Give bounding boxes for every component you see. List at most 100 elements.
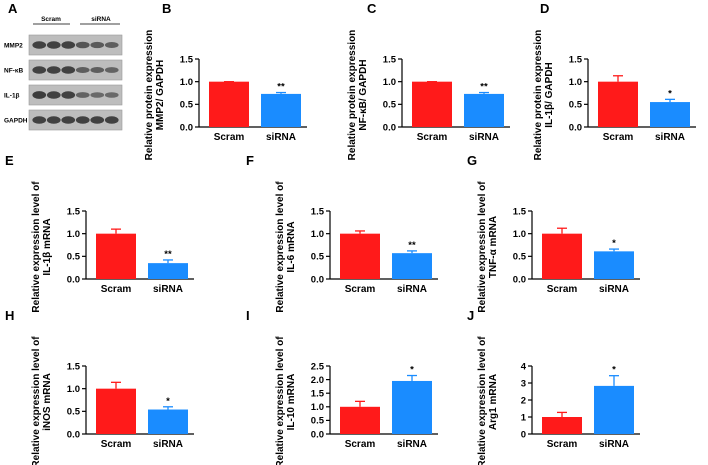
y-tick-label: 1.5 bbox=[180, 54, 194, 65]
significance-marker: ** bbox=[408, 240, 416, 251]
blot-band bbox=[61, 41, 76, 49]
bar-scram bbox=[96, 388, 136, 434]
y-tick-label: 4 bbox=[521, 361, 527, 372]
y-axis-label-line1: Relative expression level of bbox=[31, 181, 42, 313]
y-axis-label-line2: TNF-α mRNA bbox=[488, 216, 499, 278]
significance-marker: * bbox=[410, 365, 414, 376]
y-tick-label: 0.0 bbox=[180, 122, 193, 133]
blot-band bbox=[104, 67, 119, 73]
chart-panel-f: F Relative expression level of IL-6 mRNA 0.… bbox=[246, 153, 438, 313]
y-tick-label: 0.0 bbox=[383, 122, 396, 133]
y-tick-label: 0.0 bbox=[569, 122, 582, 133]
y-tick-label: 2.5 bbox=[311, 361, 325, 372]
y-axis-label-line1: Relative expression level of bbox=[275, 336, 286, 465]
blot-strip-mmp2 bbox=[28, 34, 123, 56]
y-tick-label: 1.5 bbox=[67, 361, 81, 372]
y-tick-label: 1.5 bbox=[67, 206, 81, 217]
x-tick-label-scram: Scram bbox=[547, 439, 578, 450]
chart-panel-g: G Relative expression level of TNF-α mRNA 0… bbox=[467, 153, 640, 313]
blot-strip-gapdh bbox=[28, 109, 123, 131]
western-blot-panel: A Scram siRNA MMP2 NF-κB IL-1β GAPDH bbox=[4, 1, 123, 131]
panel-letter-e: E bbox=[5, 153, 14, 168]
blot-band bbox=[32, 116, 47, 124]
bar-sirna bbox=[148, 263, 188, 279]
blot-group-label-scram: Scram bbox=[41, 16, 61, 23]
bar-scram bbox=[412, 81, 452, 127]
blot-row-label-gapdh: GAPDH bbox=[4, 118, 28, 125]
bar-scram bbox=[598, 81, 638, 127]
bar-sirna bbox=[650, 102, 690, 127]
y-axis-label-line1: Relative protein expression bbox=[533, 30, 544, 161]
y-axis-label-line2: IL-1β mRNA bbox=[42, 218, 53, 275]
x-tick-label-sirna: siRNA bbox=[153, 439, 183, 450]
y-axis-label-line1: Relative expression level of bbox=[477, 181, 488, 313]
blot-strip-nf-b bbox=[28, 59, 123, 81]
blot-band bbox=[61, 91, 76, 99]
significance-marker: ** bbox=[480, 82, 488, 93]
bar-scram bbox=[340, 406, 380, 434]
y-tick-label: 1.5 bbox=[513, 206, 527, 217]
y-tick-label: 0.5 bbox=[67, 407, 81, 418]
y-tick-label: 1.5 bbox=[311, 206, 325, 217]
blot-band bbox=[61, 66, 76, 74]
significance-marker: * bbox=[166, 396, 170, 407]
x-tick-label-scram: Scram bbox=[101, 284, 132, 295]
chart-panel-b: B Relative protein expression MMP2/ GAPDH 0… bbox=[144, 1, 307, 160]
bar-scram bbox=[96, 233, 136, 279]
panel-letter-f: F bbox=[246, 153, 254, 168]
y-tick-label: 2 bbox=[521, 395, 526, 406]
y-tick-label: 1.0 bbox=[311, 229, 324, 240]
chart-panel-i: I Relative expression level of IL-10 mRNA 0… bbox=[246, 308, 438, 465]
significance-marker: * bbox=[612, 365, 616, 376]
y-axis-label-line2: iNOS mRNA bbox=[42, 373, 53, 431]
chart-panel-c: C Relative protein expression NF-κB/ GAPDH… bbox=[347, 1, 510, 160]
y-tick-label: 0.5 bbox=[67, 252, 81, 263]
panel-letter-g: G bbox=[467, 153, 477, 168]
bar-sirna bbox=[392, 380, 432, 434]
y-tick-label: 2.0 bbox=[311, 375, 324, 386]
blot-row-label-il-1: IL-1β bbox=[4, 93, 20, 100]
x-tick-label-scram: Scram bbox=[603, 132, 634, 143]
blot-band bbox=[75, 92, 90, 98]
blot-band bbox=[104, 116, 119, 124]
panel-letter-c: C bbox=[367, 1, 377, 16]
panel-letter-b: B bbox=[162, 1, 171, 16]
blot-band bbox=[46, 41, 61, 49]
bar-scram bbox=[542, 417, 582, 434]
y-axis-label-line2: IL-1β/ GAPDH bbox=[544, 62, 555, 128]
blot-band bbox=[46, 91, 61, 99]
y-tick-label: 0.5 bbox=[513, 252, 527, 263]
blot-band bbox=[32, 66, 47, 74]
x-tick-label-scram: Scram bbox=[547, 284, 578, 295]
y-tick-label: 1.5 bbox=[383, 54, 397, 65]
bar-sirna bbox=[392, 253, 432, 279]
y-axis-label-line2: MMP2/ GAPDH bbox=[155, 60, 166, 131]
y-axis-label-line1: Relative protein expression bbox=[347, 30, 358, 161]
y-axis-label-line1: Relative protein expression bbox=[144, 30, 155, 161]
y-tick-label: 1.0 bbox=[67, 384, 80, 395]
y-tick-label: 1.0 bbox=[67, 229, 80, 240]
panel-letter-h: H bbox=[5, 308, 14, 323]
bar-sirna bbox=[261, 93, 301, 127]
y-tick-label: 0.5 bbox=[383, 100, 397, 111]
x-tick-label-sirna: siRNA bbox=[397, 284, 427, 295]
blot-band bbox=[90, 41, 105, 49]
bar-sirna bbox=[148, 409, 188, 434]
y-tick-label: 0.0 bbox=[67, 429, 80, 440]
y-tick-label: 1 bbox=[521, 412, 527, 423]
x-tick-label-sirna: siRNA bbox=[397, 439, 427, 450]
bar-scram bbox=[340, 233, 380, 279]
bar-sirna bbox=[594, 385, 634, 434]
x-tick-label-scram: Scram bbox=[214, 132, 245, 143]
x-tick-label-scram: Scram bbox=[345, 439, 376, 450]
y-tick-label: 1.5 bbox=[311, 389, 325, 400]
x-tick-label-sirna: siRNA bbox=[599, 439, 629, 450]
bar-scram bbox=[542, 233, 582, 279]
x-tick-label-scram: Scram bbox=[345, 284, 376, 295]
blot-band bbox=[32, 91, 47, 99]
x-tick-label-sirna: siRNA bbox=[266, 132, 296, 143]
x-tick-label-sirna: siRNA bbox=[599, 284, 629, 295]
blot-band bbox=[90, 66, 105, 74]
blot-band bbox=[32, 41, 47, 49]
